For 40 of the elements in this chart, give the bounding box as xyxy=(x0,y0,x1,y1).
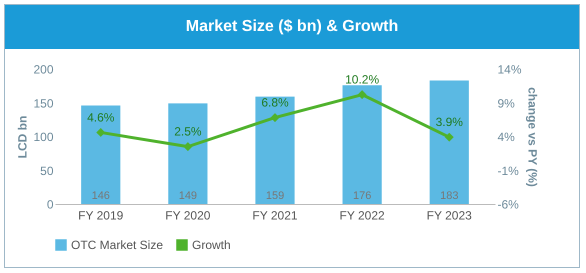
x-tick-label: FY 2020 xyxy=(165,208,211,222)
bar xyxy=(255,96,295,204)
bar xyxy=(168,103,208,204)
x-tick-label: FY 2022 xyxy=(340,208,386,222)
bar xyxy=(430,80,469,204)
data-label: 149 xyxy=(178,190,198,202)
point xyxy=(183,142,192,152)
x-tick-label: FY 2023 xyxy=(426,208,472,222)
chart-title: Market Size ($ bn) & Growth xyxy=(5,5,579,49)
y2-tick-label: -1% xyxy=(498,164,520,178)
data-label: 183 xyxy=(440,190,458,202)
y-tick-label: 100 xyxy=(33,130,54,144)
bar xyxy=(342,85,382,204)
y-tick-label: 0 xyxy=(46,198,54,212)
point xyxy=(270,113,280,122)
point xyxy=(96,128,106,137)
data-label: 146 xyxy=(92,190,110,202)
y2-tick-label: 4% xyxy=(498,130,516,144)
y-tick-label: 150 xyxy=(33,96,54,110)
y2-tick-label: 14% xyxy=(498,62,522,76)
y2-tick-label: 9% xyxy=(498,96,516,110)
data-label: 159 xyxy=(266,190,284,202)
point xyxy=(444,132,454,142)
y-tick-label: 50 xyxy=(40,164,54,178)
data-label: 3.9% xyxy=(436,115,464,130)
y2-axis-title: change vs PY (%) xyxy=(526,87,540,187)
x-tick-label: FY 2021 xyxy=(252,208,298,222)
data-label: 4.6% xyxy=(87,110,115,124)
legend-label: Growth xyxy=(192,238,231,252)
data-label: 10.2% xyxy=(345,72,380,87)
legend-label: OTC Market Size xyxy=(71,238,164,252)
y-axis-title: LCD bn xyxy=(15,116,30,158)
point xyxy=(358,90,367,100)
data-label: 6.8% xyxy=(261,96,289,110)
data-label: 176 xyxy=(352,190,372,202)
y2-tick-label: -6% xyxy=(498,198,520,212)
y-tick-label: 200 xyxy=(33,62,54,76)
x-tick-label: FY 2019 xyxy=(78,208,124,222)
data-label: 2.5% xyxy=(174,124,202,139)
bar xyxy=(81,105,120,204)
